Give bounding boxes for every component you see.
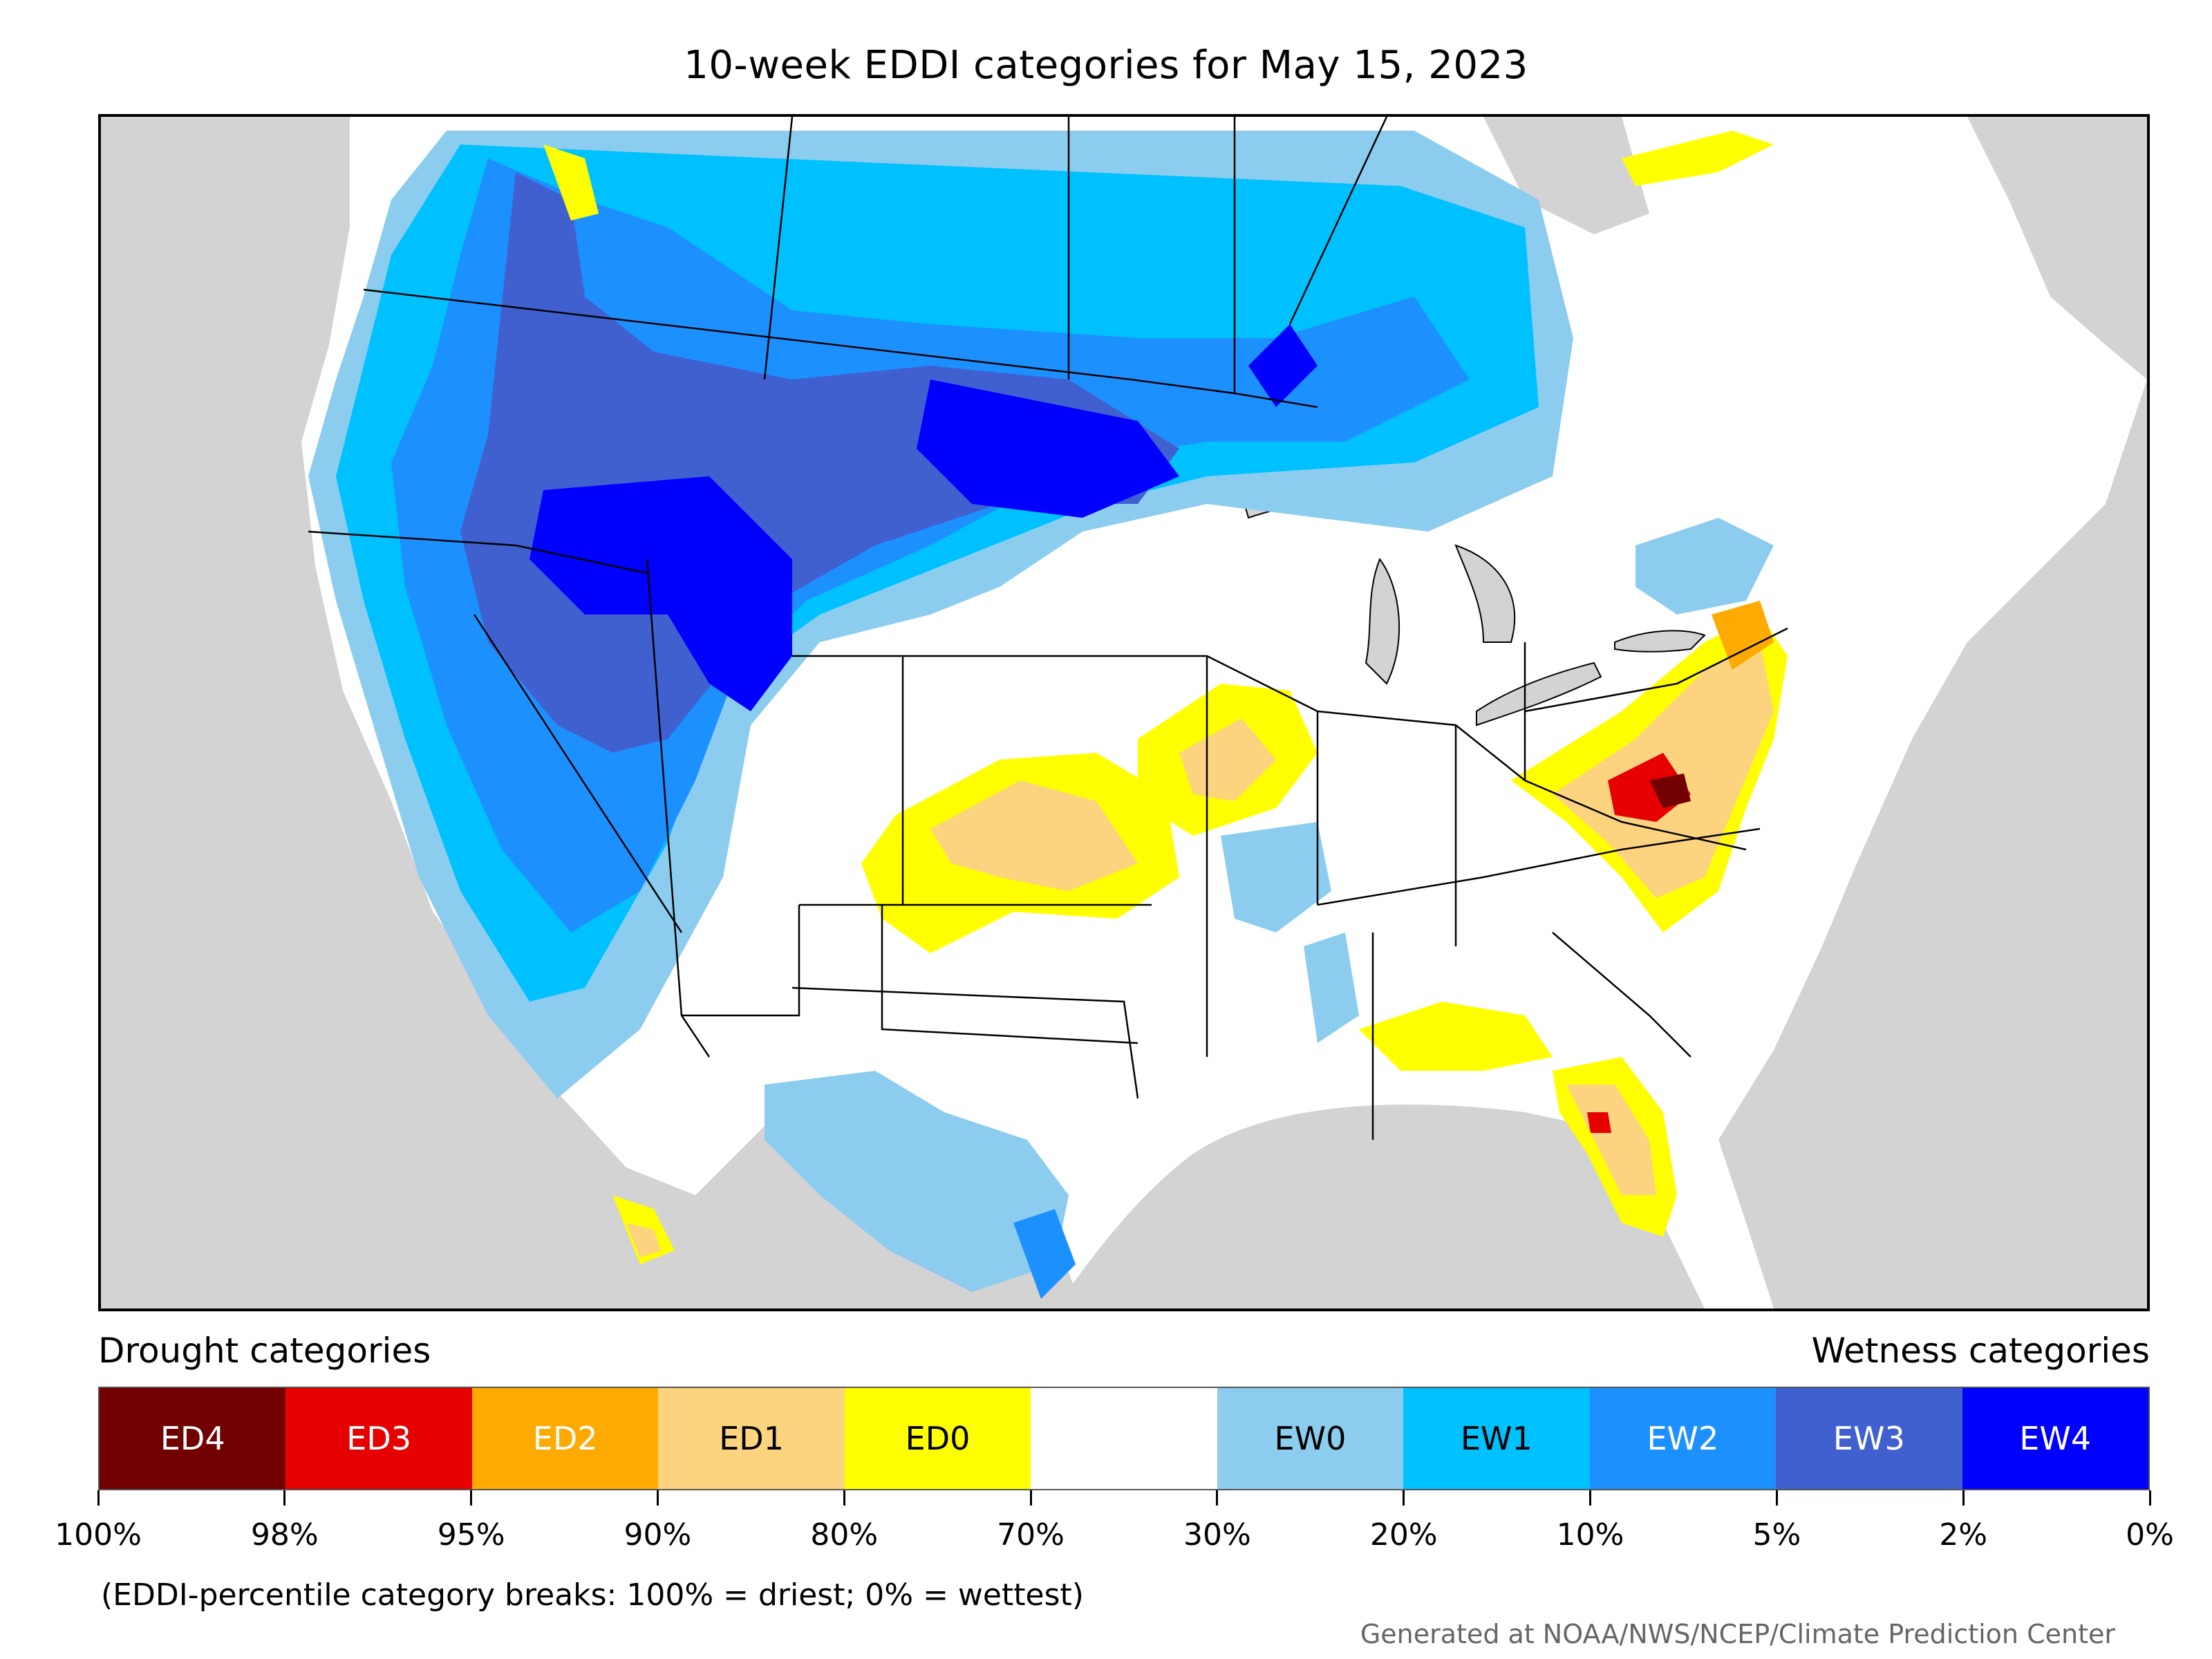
colorbar-cell-ed2: ED2 xyxy=(471,1388,659,1489)
colorbar-tick xyxy=(1403,1490,1405,1506)
colorbar-cell-ed1: ED1 xyxy=(658,1388,845,1489)
colorbar-tick xyxy=(1775,1490,1778,1506)
lake-ontario xyxy=(1614,630,1706,653)
wetness-regions xyxy=(308,131,1774,1299)
drought-categories-heading: Drought categories xyxy=(98,1331,431,1371)
colorbar-tick-label: 98% xyxy=(250,1517,319,1553)
colorbar-tick-label: 70% xyxy=(997,1517,1065,1553)
colorbar-cell-ed0: ED0 xyxy=(844,1388,1031,1489)
colorbar-tick xyxy=(1589,1490,1592,1506)
eddi-map xyxy=(98,114,2150,1311)
colorbar-tick xyxy=(843,1490,845,1506)
colorbar-tick-label: 95% xyxy=(437,1517,505,1553)
colorbar-tick-label: 5% xyxy=(1752,1517,1801,1553)
colorbar-tick xyxy=(2148,1490,2151,1506)
colorbar-tick xyxy=(1029,1490,1032,1506)
colorbar-cell-neutral xyxy=(1031,1388,1217,1489)
colorbar-tick-label: 20% xyxy=(1369,1517,1438,1553)
credit-line: Generated at NOAA/NWS/NCEP/Climate Predi… xyxy=(1360,1619,2115,1649)
colorbar-tick xyxy=(1216,1490,1219,1506)
colorbar-ticks xyxy=(97,1490,2151,1506)
colorbar-cell-ew2: EW2 xyxy=(1589,1388,1777,1489)
colorbar-tick-label: 2% xyxy=(1939,1517,1988,1553)
pacific-ocean xyxy=(101,117,765,1309)
category-colorbar: ED4 ED3 ED2 ED1 ED0 EW0 EW1 EW2 EW3 EW4 xyxy=(98,1387,2150,1490)
lake-erie xyxy=(1476,662,1602,727)
lake-michigan xyxy=(1365,557,1400,685)
colorbar-tick-label: 90% xyxy=(624,1517,692,1553)
colorbar-tick xyxy=(283,1490,286,1506)
hudson-bay-lower xyxy=(1483,117,1649,234)
boundaries xyxy=(308,117,1788,1140)
colorbar-tick-label: 30% xyxy=(1183,1517,1251,1553)
colorbar-tick xyxy=(470,1490,473,1506)
category-breaks-note: (EDDI-percentile category breaks: 100% =… xyxy=(101,1577,1084,1613)
colorbar-tick xyxy=(1962,1490,1965,1506)
colorbar-cell-ed4: ED4 xyxy=(100,1388,286,1489)
colorbar-tick-label: 0% xyxy=(2126,1517,2174,1553)
colorbar-cell-ew4: EW4 xyxy=(1962,1388,2148,1489)
atlantic-ocean xyxy=(1718,379,2147,1309)
colorbar-tick-label: 10% xyxy=(1556,1517,1624,1553)
colorbar-tick-label: 100% xyxy=(55,1517,142,1553)
colorbar-tick xyxy=(97,1490,100,1506)
map-title: 10-week EDDI categories for May 15, 2023 xyxy=(684,43,1528,88)
colorbar-tick-label: 80% xyxy=(810,1517,879,1553)
colorbar-cell-ed3: ED3 xyxy=(285,1388,472,1489)
colorbar-cell-ew1: EW1 xyxy=(1403,1388,1590,1489)
colorbar-cell-ew0: EW0 xyxy=(1217,1388,1404,1489)
colorbar-cell-ew3: EW3 xyxy=(1776,1388,1962,1489)
gulf-of-mexico xyxy=(1055,1104,1705,1309)
drought-regions xyxy=(543,131,1788,1264)
lake-huron xyxy=(1454,544,1516,643)
wetness-categories-heading: Wetness categories xyxy=(1811,1331,2150,1371)
colorbar-tick xyxy=(656,1490,659,1506)
